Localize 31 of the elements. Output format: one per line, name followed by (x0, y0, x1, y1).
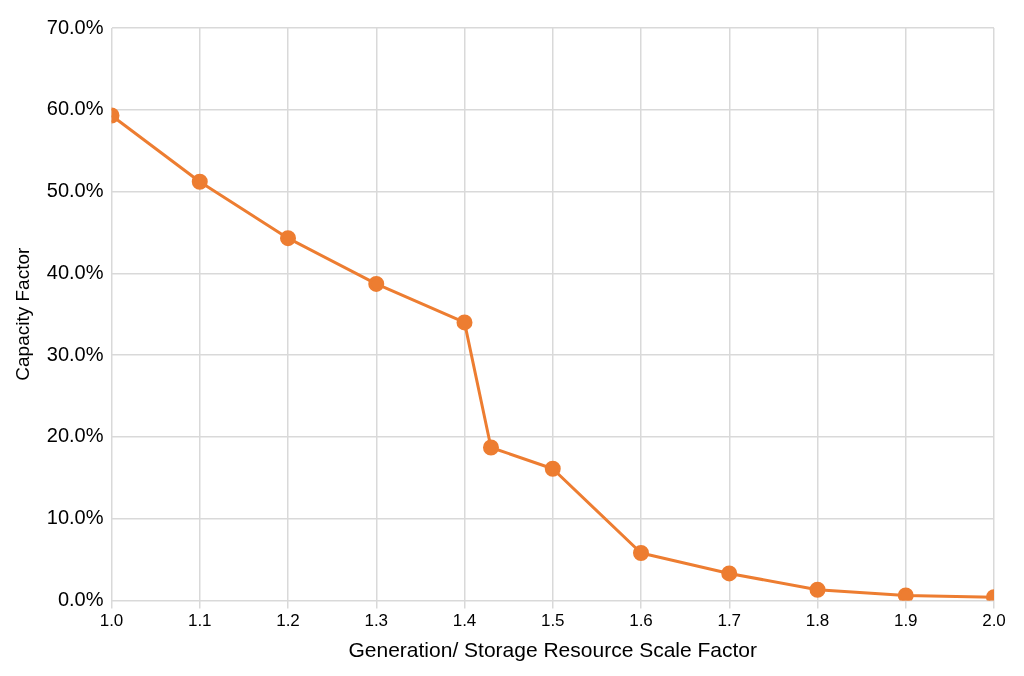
point (191, 173, 208, 190)
point (721, 565, 738, 582)
x-tick-label: 1.2 (276, 611, 300, 631)
x-tick-label: 1.8 (805, 611, 830, 631)
point (633, 544, 649, 561)
x-axis-title: Generation/ Storage Resource Scale Factor (348, 638, 758, 662)
x-tick-label: 1.9 (893, 611, 918, 631)
point (544, 460, 561, 477)
y-tick-label: 0.0% (57, 587, 104, 610)
x-tick-label: 2.0 (982, 611, 1006, 631)
y-tick-label: 60.0% (46, 97, 104, 120)
point (809, 581, 826, 598)
y-tick-label: 10.0% (46, 506, 104, 529)
x-tick-label: 1.0 (99, 611, 124, 631)
x-tick-label: 1.3 (364, 611, 389, 631)
x-tick-label: 1.4 (452, 611, 477, 631)
y-tick-label: 30.0% (46, 342, 104, 365)
x-tick-label: 1.5 (540, 611, 565, 631)
y-axis-title: Capacity Factor (11, 247, 33, 381)
point (897, 587, 914, 601)
point (456, 314, 473, 331)
y-tick-label: 20.0% (46, 424, 104, 447)
x-tick-label: 1.1 (187, 611, 212, 631)
y-tick-label: 70.0% (46, 15, 104, 38)
point (368, 275, 385, 292)
point (482, 439, 499, 456)
y-tick-label: 40.0% (46, 260, 104, 283)
x-tick-label: 1.6 (629, 611, 653, 631)
y-tick-label: 50.0% (46, 179, 104, 202)
point (280, 230, 297, 247)
x-tick-label: 1.7 (717, 611, 742, 631)
